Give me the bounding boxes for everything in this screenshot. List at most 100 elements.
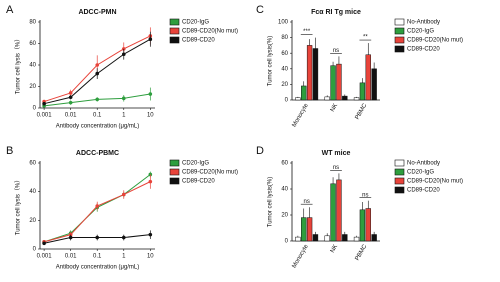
point [148,92,153,96]
x-tick-label: 0.01 [65,113,77,119]
y-tick-label: 20 [29,84,36,90]
point [121,192,126,197]
chart-title: Fcα RI Tg mice [311,9,361,16]
y-tick-label: 80 [281,35,288,41]
point [95,97,100,102]
y-axis-label: Tumor cell lysis(%) [268,177,274,227]
x-tick-label: 10 [147,254,154,260]
bar [312,234,319,242]
significance-label: ns [333,48,339,54]
legend-swatch [394,159,405,167]
bar [306,45,313,101]
legend-swatch [394,168,405,176]
significance-label: ns [362,192,368,198]
legend-label: No-Antibody [407,161,440,167]
bar [365,208,371,242]
legend-label: CD89-CD20 [182,179,215,185]
bar [306,217,313,242]
chart-title: ADCC-PBMC [76,150,119,157]
significance-label: *** [303,29,311,35]
y-tick-label: 0 [33,247,37,253]
y-tick-label: 20 [281,213,288,219]
x-tick-label: PBMC [355,102,369,121]
bar [353,236,360,242]
significance-label: ns [303,199,309,205]
y-tick-label: 20 [281,82,288,88]
point [148,37,153,41]
legend-label: CD89-CD20 [407,47,440,53]
point [68,100,73,105]
legend-label: CD20-IgG [182,20,209,26]
legend-swatch [169,159,180,167]
legend-label: No-Antibody [407,20,440,26]
chart-title: WT mice [322,150,351,157]
legend-swatch [394,45,405,53]
bar [330,183,336,242]
x-tick-label: NK [330,103,339,113]
point [68,95,73,100]
bar [301,85,307,101]
y-tick-label: 40 [281,66,288,72]
legend-label: CD20-IgG [182,161,209,167]
y-tick-label: 60 [281,161,288,167]
legend-swatch [169,36,180,44]
point [95,204,100,208]
legend-label: CD89-CD20(No mut) [182,170,238,176]
legend-label: CD89-CD20 [407,188,440,194]
x-tick-label: PBMC [355,243,369,262]
y-tick-label: 80 [29,20,36,26]
legend-label: CD89-CD20(No mut) [407,38,463,44]
point [68,91,73,95]
legend-swatch [394,186,405,194]
panel-letter: D [256,145,264,157]
legend-swatch [394,177,405,185]
panel-letter: B [6,145,13,157]
legend-swatch [394,27,405,35]
bar [324,96,330,101]
bar [324,235,330,242]
y-tick-label: 100 [278,20,289,26]
legend-label: CD89-CD20(No mut) [407,179,463,185]
bar [371,68,377,101]
y-tick-label: 0 [33,106,37,112]
x-tick-label: 0.1 [93,254,102,260]
bar [342,234,348,242]
x-tick-label: 1 [122,254,126,260]
x-tick-label: 0.001 [37,254,53,260]
legend-label: CD89-CD20(No mut) [182,29,238,35]
y-axis-label: Tumor cell lysis（%） [15,36,22,94]
y-tick-label: 20 [29,218,36,224]
bar [336,179,342,242]
point [148,179,153,184]
bar [371,234,377,242]
point [95,71,100,76]
legend-label: CD20-IgG [407,29,434,35]
bar [359,82,366,101]
y-tick-label: 0 [285,98,289,104]
x-tick-label: Monocyte [292,243,311,269]
x-axis-label: Antibody concentration (μg/mL) [56,124,140,130]
x-tick-label: 1 [122,113,126,119]
point [95,235,100,240]
legend-label: CD20-IgG [407,170,434,176]
bar [336,63,342,101]
x-tick-label: 0.001 [37,113,53,119]
chart-title: ADCC-PMN [78,9,116,16]
y-axis-label: Tumor cell lysis（%） [15,177,22,235]
x-tick-label: 10 [147,113,154,119]
x-tick-label: 0.01 [65,254,77,260]
legend-swatch [394,36,405,44]
y-tick-label: 40 [29,63,36,69]
x-tick-label: Monocyte [292,102,311,128]
point [121,52,126,57]
y-tick-label: 60 [29,41,36,47]
y-tick-label: 40 [281,187,288,193]
bar [301,217,307,242]
legend-swatch [169,18,180,26]
point [68,235,73,240]
significance-label: ns [333,165,339,171]
bar [353,97,360,101]
panel-letter: A [6,4,14,16]
y-tick-label: 60 [281,51,288,57]
